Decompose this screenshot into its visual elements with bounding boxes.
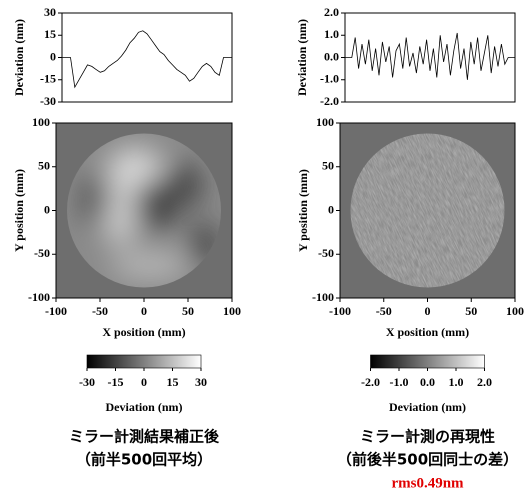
caption: （前後半500回同士の差） bbox=[337, 451, 518, 469]
y-tick-label: 50 bbox=[322, 159, 334, 173]
colorbar-tick-label: 2.0 bbox=[477, 375, 492, 389]
y-axis-label: Deviation (nm) bbox=[295, 19, 309, 96]
x-axis-label: X position (mm) bbox=[102, 325, 185, 339]
plot-frame bbox=[62, 13, 232, 102]
y-tick-label: -1.0 bbox=[320, 72, 339, 86]
y-tick-label: 50 bbox=[38, 159, 50, 173]
colorbar-tick-label: 0.0 bbox=[420, 375, 435, 389]
y-tick-label: 0.0 bbox=[324, 49, 339, 63]
y-tick-label: -15 bbox=[40, 72, 56, 86]
y-axis-label: Y position (mm) bbox=[12, 169, 26, 252]
x-tick-label: 50 bbox=[465, 304, 477, 318]
figure: -30 -15 0 15 30 Deviation (nm) -2.0 -1.0 0.0 1.0 2… bbox=[0, 0, 532, 494]
x-tick-label: -50 bbox=[376, 304, 392, 318]
caption: ミラー計測の再現性 bbox=[360, 428, 495, 446]
colorbar-tick-label: -2.0 bbox=[361, 375, 380, 389]
y-tick-label: 100 bbox=[316, 115, 334, 129]
y-tick-label: -50 bbox=[318, 246, 334, 260]
colorbar-tick-label: -15 bbox=[108, 375, 124, 389]
colorbar bbox=[371, 355, 485, 368]
colorbar-tick-label: 0 bbox=[141, 375, 147, 389]
x-tick-label: -50 bbox=[92, 304, 108, 318]
colorbar-tick-label: -30 bbox=[79, 375, 95, 389]
profile-line bbox=[62, 31, 232, 87]
y-axis-label: Y position (mm) bbox=[296, 169, 310, 252]
x-tick-label: -100 bbox=[45, 304, 67, 318]
x-tick-label: 100 bbox=[506, 304, 524, 318]
colorbar-label: Deviation (nm) bbox=[389, 400, 466, 414]
colorbar-tick-label: 15 bbox=[167, 375, 179, 389]
y-tick-label: 0 bbox=[328, 202, 334, 216]
y-tick-label: -2.0 bbox=[320, 94, 339, 108]
y-axis-label: Deviation (nm) bbox=[12, 19, 26, 96]
y-tick-label: -100 bbox=[312, 290, 334, 304]
colorbar-tick-label: 1.0 bbox=[449, 375, 464, 389]
x-tick-label: 0 bbox=[425, 304, 431, 318]
y-tick-label: 1.0 bbox=[324, 27, 339, 41]
y-tick-label: -50 bbox=[34, 246, 50, 260]
x-tick-label: -100 bbox=[329, 304, 351, 318]
y-tick-label: 2.0 bbox=[324, 5, 339, 19]
colorbar bbox=[87, 355, 201, 368]
caption: ミラー計測結果補正後 bbox=[69, 428, 220, 446]
y-tick-label: -30 bbox=[40, 94, 56, 108]
right-map-image bbox=[319, 103, 532, 322]
caption: （前半500回平均） bbox=[76, 451, 212, 469]
y-tick-label: 100 bbox=[32, 115, 50, 129]
y-tick-label: -100 bbox=[28, 290, 50, 304]
x-tick-label: 0 bbox=[141, 304, 147, 318]
colorbar-tick-label: -1.0 bbox=[390, 375, 409, 389]
x-axis-label: X position (mm) bbox=[386, 325, 469, 339]
rms-annotation: rms0.49nm bbox=[391, 475, 464, 491]
y-tick-label: 15 bbox=[44, 27, 56, 41]
x-tick-label: 100 bbox=[223, 304, 241, 318]
colorbar-label: Deviation (nm) bbox=[106, 400, 183, 414]
y-tick-label: 30 bbox=[44, 5, 56, 19]
y-tick-label: 0 bbox=[44, 202, 50, 216]
left-map-image bbox=[56, 123, 232, 298]
colorbar-tick-label: 30 bbox=[195, 375, 207, 389]
y-tick-label: 0 bbox=[50, 49, 56, 63]
x-tick-label: 50 bbox=[182, 304, 194, 318]
profile-line bbox=[345, 33, 515, 80]
